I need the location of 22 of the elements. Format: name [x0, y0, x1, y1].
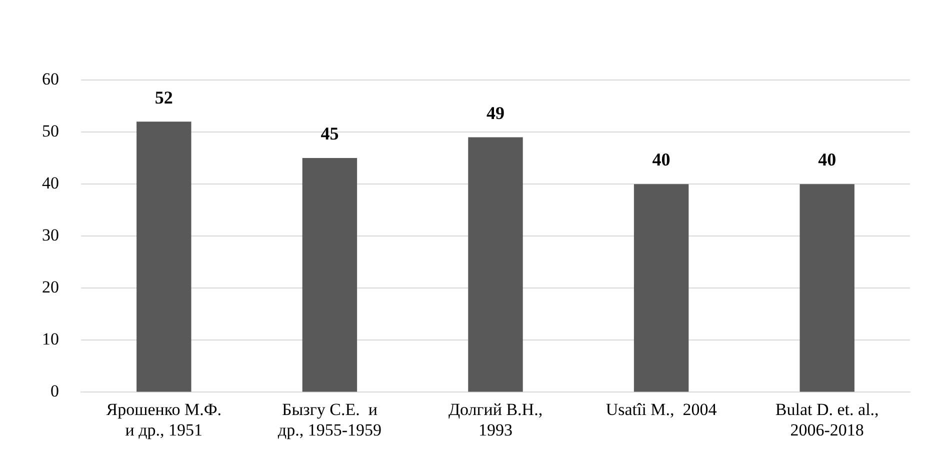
- y-tick-label: 30: [42, 226, 59, 245]
- bar: [800, 184, 854, 392]
- bar: [634, 184, 689, 392]
- y-tick-label: 0: [50, 382, 59, 401]
- bar: [302, 158, 358, 392]
- data-label: 52: [154, 87, 173, 108]
- data-label: 40: [652, 150, 670, 170]
- y-tick-label: 40: [42, 174, 59, 193]
- data-label: 40: [818, 150, 836, 170]
- data-label: 45: [320, 124, 339, 144]
- x-tick-label: Usatîi M., 2004: [606, 400, 718, 419]
- y-tick-label: 50: [42, 122, 59, 140]
- x-tick-label: Bulat D. et. al., 2006-2018: [775, 400, 879, 440]
- bar: [468, 137, 523, 392]
- bar: [136, 122, 192, 392]
- y-tick-label: 10: [42, 330, 59, 349]
- x-tick-label: Бызгу С.Е. и др., 1955-1959: [278, 400, 382, 440]
- data-label: 49: [486, 102, 504, 123]
- y-tick-label: 20: [42, 278, 59, 297]
- x-tick-label: Ярошенко М.Ф. и др., 1951: [106, 400, 222, 440]
- x-tick-label: Долгий В.Н., 1993: [448, 400, 543, 440]
- y-tick-label: 60: [42, 69, 59, 88]
